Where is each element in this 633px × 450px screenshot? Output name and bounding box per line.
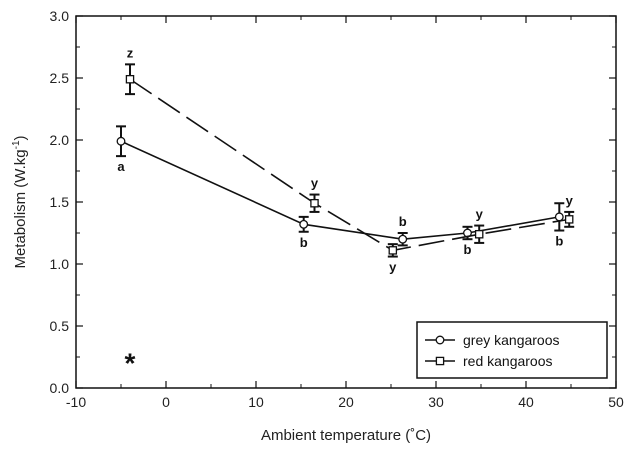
series-line [129, 78, 570, 252]
legend-marker-square [435, 356, 445, 366]
y-tick-label: 1.5 [50, 194, 70, 210]
x-tick-label: 40 [518, 394, 534, 410]
x-tick-label: -10 [66, 394, 86, 410]
significance-label: a [117, 159, 125, 174]
y-axis-label-main: Metabolism (W.kg [12, 149, 29, 268]
axes: -10 0 10 20 30 40 50 0.0 0.5 1.0 1.5 2.0 2.5 3.0 Ambie… [11, 8, 624, 444]
y-axis-label-sup: -1 [11, 140, 22, 149]
data-point-square [564, 215, 574, 224]
y-tick-label: 0.0 [50, 380, 70, 396]
legend-marker-circle [435, 335, 445, 345]
y-tick-label: 2.5 [50, 70, 70, 86]
data-point-square [125, 74, 135, 84]
asterisk-annotation: * [125, 348, 136, 379]
y-tick-label: 2.0 [50, 132, 70, 148]
significance-label: y [566, 193, 574, 208]
y-tick-label: 0.5 [50, 318, 70, 334]
significance-label: y [389, 260, 397, 275]
data-point-circle [554, 212, 564, 222]
data-point-circle [299, 219, 309, 229]
legend-box [416, 321, 608, 379]
data-point-square [310, 198, 319, 208]
data-point-square [388, 246, 398, 255]
significance-label: b [464, 242, 472, 257]
x-tick-label: 50 [608, 394, 624, 410]
legend-label: red kangaroos [463, 353, 553, 369]
series-square: z y y y y [125, 45, 575, 275]
series-circle: a b b b b [116, 125, 565, 257]
x-tick-label: 30 [428, 394, 444, 410]
y-axis-label-tail: ) [12, 135, 29, 140]
significance-label: b [399, 214, 407, 229]
x-axis-label: Ambient temperature (˚C) [261, 427, 431, 444]
data-point-circle [398, 234, 408, 244]
data-point-square [474, 229, 484, 239]
legend: grey kangaroos red kangaroos [416, 321, 608, 379]
significance-label: z [127, 45, 134, 60]
significance-label: y [476, 207, 484, 222]
x-tick-label: 20 [338, 394, 354, 410]
significance-label: y [311, 176, 319, 191]
data-series: a b b b b z y y y y [116, 45, 575, 275]
significance-label: b [300, 235, 308, 250]
x-tick-label: 0 [162, 394, 170, 410]
x-tick-label: 10 [248, 394, 264, 410]
y-tick-label: 3.0 [50, 8, 70, 24]
series-line [120, 140, 560, 241]
y-tick-label: 1.0 [50, 256, 70, 272]
y-axis-label: Metabolism (W.kg-1) [11, 135, 29, 268]
significance-label: b [555, 234, 563, 249]
data-point-circle [116, 136, 126, 146]
legend-label: grey kangaroos [463, 332, 560, 348]
